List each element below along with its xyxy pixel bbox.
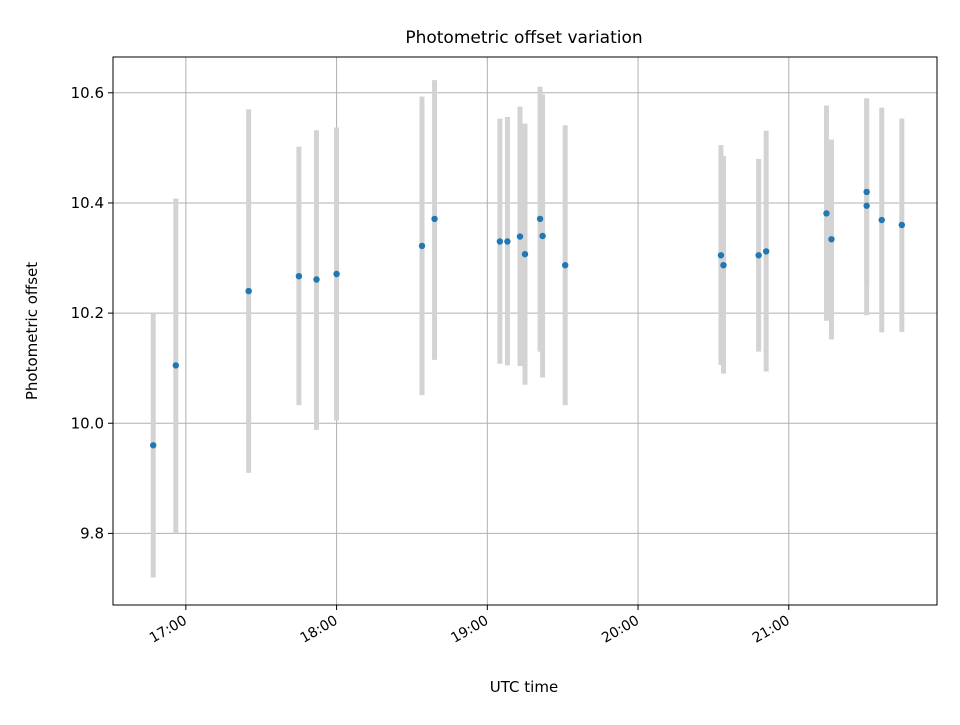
data-point bbox=[828, 236, 835, 243]
data-point bbox=[755, 252, 762, 259]
data-point bbox=[878, 216, 885, 224]
data-point bbox=[521, 250, 529, 258]
data-point bbox=[313, 276, 320, 283]
data-point bbox=[539, 232, 546, 240]
data-point bbox=[762, 248, 770, 255]
data-point bbox=[245, 287, 252, 295]
y-axis-label: Photometric offset bbox=[23, 262, 41, 400]
y-tick-label: 10.0 bbox=[71, 414, 104, 432]
x-axis-label: UTC time bbox=[490, 678, 558, 696]
data-point bbox=[504, 238, 511, 245]
y-tick-label: 10.2 bbox=[71, 304, 104, 322]
data-point bbox=[863, 188, 870, 196]
data-point bbox=[418, 242, 426, 250]
axes-frame bbox=[112, 56, 938, 606]
data-point bbox=[431, 215, 438, 223]
data-point bbox=[536, 215, 544, 223]
data-point bbox=[823, 210, 830, 217]
data-point bbox=[898, 221, 906, 229]
y-tick-label: 10.6 bbox=[71, 84, 104, 102]
data-point bbox=[717, 252, 725, 259]
data-point bbox=[333, 270, 340, 278]
y-tick-label: 10.4 bbox=[71, 194, 104, 212]
data-point bbox=[172, 362, 180, 369]
data-points bbox=[149, 188, 906, 449]
data-point bbox=[516, 233, 524, 240]
data-point bbox=[720, 261, 727, 269]
data-point bbox=[295, 273, 303, 280]
data-point bbox=[561, 261, 569, 269]
y-tick-label: 9.8 bbox=[80, 524, 104, 542]
data-point bbox=[149, 442, 157, 449]
data-point bbox=[863, 202, 870, 209]
data-point bbox=[496, 238, 504, 245]
chart-title: Photometric offset variation bbox=[405, 28, 642, 48]
